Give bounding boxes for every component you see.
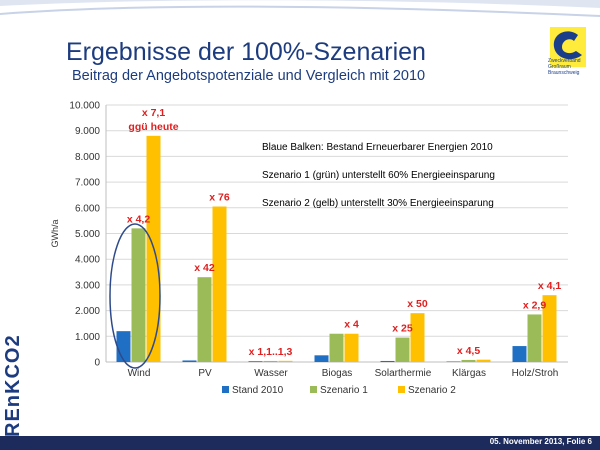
x-tick-label: Wasser bbox=[254, 368, 288, 379]
logo-text: Zweckverband Großraum Braunschweig bbox=[548, 58, 598, 76]
legend-label: Stand 2010 bbox=[232, 385, 284, 396]
x-tick-label: PV bbox=[198, 368, 212, 379]
bar-szenario-1 bbox=[395, 337, 410, 362]
logo-line: Zweckverband bbox=[548, 58, 581, 64]
x-tick-label: Wind bbox=[128, 368, 151, 379]
chart-note: Szenario 1 (grün) unterstellt 60% Energi… bbox=[262, 170, 495, 181]
legend-label: Szenario 2 bbox=[408, 385, 456, 396]
bar-szenario-1 bbox=[527, 314, 542, 362]
y-tick-label: 3.000 bbox=[75, 280, 100, 291]
bar-annotation: x 7,1 bbox=[142, 107, 166, 119]
x-tick-label: Klärgas bbox=[452, 368, 486, 379]
y-tick-label: 9.000 bbox=[75, 126, 100, 137]
y-axis-label: GWh/a bbox=[50, 219, 60, 247]
logo-line: Großraum bbox=[548, 64, 571, 70]
bar-annotation: x 4 bbox=[344, 319, 359, 331]
bar-annotation: x 4,1 bbox=[538, 280, 562, 292]
chart-note: Blaue Balken: Bestand Erneuerbarer Energ… bbox=[262, 142, 493, 153]
bar-szenario-1 bbox=[131, 228, 146, 362]
x-tick-label: Biogas bbox=[322, 368, 353, 379]
bar-szenario-2 bbox=[278, 360, 293, 362]
bar-szenario-2 bbox=[410, 313, 425, 362]
bar-chart: 0 1.000 2.000 3.000 4.000 5.000 6.000 7.000 8.00… bbox=[50, 101, 568, 396]
x-tick-label: Solarthermie bbox=[375, 368, 432, 379]
zgb-logo-icon bbox=[550, 27, 586, 67]
bar-annotation: x 1,1..1,3 bbox=[249, 346, 293, 358]
bar-stand-2010 bbox=[248, 361, 263, 362]
bar-stand-2010 bbox=[182, 360, 197, 362]
bar-annotation: x 2,9 bbox=[523, 299, 547, 311]
y-tick-label: 10.000 bbox=[69, 101, 100, 112]
footer-text: 05. November 2013, Folie 6 bbox=[489, 437, 592, 446]
legend-swatch bbox=[398, 386, 405, 393]
bar-szenario-2 bbox=[476, 359, 491, 362]
y-tick-label: 8.000 bbox=[75, 152, 100, 163]
bar-szenario-2 bbox=[344, 333, 359, 362]
brand-label: REnKCO2 bbox=[2, 334, 24, 437]
logo-line: Braunschweig bbox=[548, 70, 580, 76]
x-tick-label: Holz/Stroh bbox=[512, 368, 559, 379]
y-tick-label: 0 bbox=[94, 358, 100, 369]
bar-szenario-1 bbox=[329, 333, 344, 362]
bar-annotation: x 76 bbox=[209, 192, 230, 204]
y-tick-label: 7.000 bbox=[75, 178, 100, 189]
bar-szenario-1 bbox=[263, 360, 278, 362]
bar-stand-2010 bbox=[314, 355, 329, 362]
bar-annotation: x 4,2 bbox=[127, 213, 151, 225]
y-tick-label: 1.000 bbox=[75, 332, 100, 343]
chart-note: Szenario 2 (gelb) unterstellt 30% Energi… bbox=[262, 198, 494, 209]
y-tick-label: 5.000 bbox=[75, 229, 100, 240]
slide-subtitle: Beitrag der Angebotspotenziale und Vergl… bbox=[72, 68, 426, 84]
legend-swatch bbox=[310, 386, 317, 393]
legend-swatch bbox=[222, 386, 229, 393]
bar-annotation: x 25 bbox=[392, 323, 413, 335]
footer-bar: 05. November 2013, Folie 6 bbox=[0, 436, 600, 450]
bar-szenario-2 bbox=[542, 295, 557, 362]
y-tick-label: 2.000 bbox=[75, 306, 100, 317]
y-tick-label: 6.000 bbox=[75, 203, 100, 214]
bar-szenario-2 bbox=[212, 206, 227, 362]
bar-szenario-1 bbox=[197, 277, 212, 362]
bar-annotation: x 42 bbox=[194, 262, 215, 274]
bar-annotation: x 4,5 bbox=[457, 345, 481, 357]
legend-label: Szenario 1 bbox=[320, 385, 368, 396]
bar-stand-2010 bbox=[116, 331, 131, 362]
bar-annotation: x 50 bbox=[407, 298, 428, 310]
bar-stand-2010 bbox=[512, 346, 527, 362]
y-tick-label: 4.000 bbox=[75, 255, 100, 266]
header-swoosh bbox=[0, 0, 600, 17]
bar-stand-2010 bbox=[380, 360, 395, 362]
highlight-ellipse bbox=[109, 223, 161, 369]
bar-annotation: ggü heute bbox=[128, 121, 178, 133]
slide-title: Ergebnisse der 100%-Szenarien bbox=[66, 38, 426, 66]
bar-szenario-1 bbox=[461, 359, 476, 362]
bar-stand-2010 bbox=[446, 361, 461, 362]
